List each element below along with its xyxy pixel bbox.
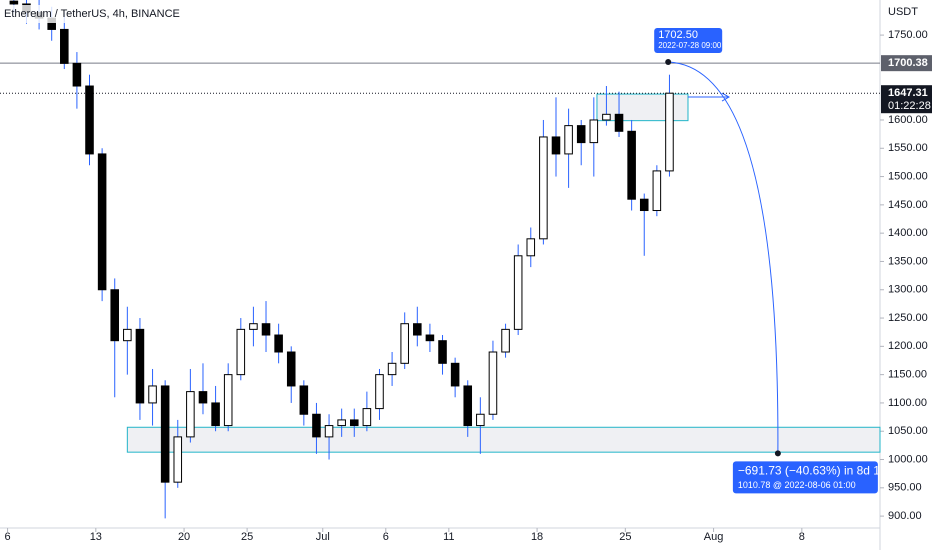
x-tick-label: 25: [619, 531, 631, 543]
candle-body: [249, 323, 258, 330]
candle-body: [337, 419, 346, 427]
projection-change: −691.73 (−40.63%) in 8d 16h: [738, 464, 893, 478]
y-tick-label: 1150.00: [888, 369, 927, 381]
projection-end: [774, 450, 781, 457]
candle-body: [299, 385, 309, 415]
candle-body: [539, 136, 548, 240]
candle-body: [173, 436, 183, 483]
x-tick-label: 6: [383, 531, 389, 543]
candle-body: [387, 362, 397, 376]
candle-body: [375, 374, 384, 410]
y-tick-label: 1500.00: [888, 170, 928, 182]
candle-body: [652, 170, 662, 212]
projection-start-price: 1702.50: [658, 29, 698, 41]
y-tick-label: 1400.00: [888, 227, 928, 239]
y-tick-label: 1350.00: [888, 255, 928, 267]
candle-body: [602, 113, 611, 121]
projection-start-box: [654, 27, 723, 53]
candle-body: [72, 62, 82, 87]
countdown: 01:22:28: [888, 100, 931, 112]
candle-body: [400, 323, 409, 364]
candle-body: [148, 385, 157, 404]
y-tick-label: 1550.00: [888, 142, 928, 154]
candle-body: [564, 125, 573, 155]
candle-body: [274, 334, 283, 353]
y-tick-label: 1050.00: [888, 425, 928, 437]
candle-body: [614, 113, 624, 132]
candle-body: [261, 323, 271, 336]
candle-body: [589, 119, 599, 144]
candle-body: [186, 391, 195, 438]
x-tick-label: Aug: [704, 531, 724, 543]
candle-body: [198, 391, 208, 404]
candle-body: [97, 153, 107, 291]
candle-body: [501, 328, 510, 353]
candle-body: [160, 385, 170, 483]
y-tick-label: 1750.00: [888, 29, 928, 41]
candle-body: [286, 351, 296, 387]
candle-body: [135, 328, 145, 404]
candle-body: [324, 425, 334, 438]
projection-detail: 1010.78 @ 2022-08-06 01:00: [738, 480, 856, 490]
candle-body: [488, 351, 498, 415]
x-tick-label: 18: [531, 531, 543, 543]
x-tick-label: 25: [241, 531, 253, 543]
last-price-label-bg: [881, 85, 932, 114]
candle-body: [60, 28, 69, 64]
candle-body: [349, 419, 359, 427]
x-tick-label: 11: [443, 531, 454, 543]
x-tick-label: 6: [5, 531, 11, 543]
y-tick-label: 900.00: [888, 510, 922, 522]
y-tick-label: 950.00: [888, 482, 922, 494]
candle-body: [665, 92, 674, 172]
candle-body: [526, 238, 536, 257]
candle-body: [450, 362, 460, 387]
candle-body: [413, 323, 422, 336]
x-tick-label: 8: [799, 531, 805, 543]
x-tick-label: 20: [178, 531, 190, 543]
candle-body: [236, 328, 246, 376]
projection-start-date: 2022-07-28 09:00: [658, 41, 722, 50]
zone-arrow-head: [721, 92, 730, 102]
y-tick-label: 1000.00: [888, 453, 928, 465]
candle-body: [463, 385, 473, 427]
candle-body: [639, 198, 649, 212]
projection-curve: [668, 61, 779, 454]
candle-body: [312, 413, 321, 438]
candle-body: [513, 255, 523, 330]
candle-body: [438, 340, 447, 364]
candle-body: [576, 125, 586, 144]
currency-label: USDT: [888, 6, 918, 18]
projection-end-box: [732, 461, 878, 494]
y-tick-label: 1300.00: [888, 284, 928, 296]
y-tick-label: 1200.00: [888, 340, 928, 352]
candle-body: [627, 130, 636, 200]
candle-body: [476, 413, 485, 427]
candle-body: [425, 334, 435, 342]
title-bg: [0, 5, 170, 23]
candle-body: [9, 0, 19, 5]
chart-title: Ethereum / TetherUS, 4h, BINANCE: [4, 8, 180, 20]
last-price-label: 1647.31: [888, 87, 928, 99]
candle-body: [110, 289, 120, 342]
candle-body: [123, 328, 132, 342]
price-line-label-bg: [881, 55, 932, 72]
y-tick-label: 1600.00: [888, 114, 928, 126]
candle-body: [551, 136, 561, 155]
y-tick-label: 1450.00: [888, 199, 928, 211]
price-line-label: 1700.38: [888, 57, 928, 69]
y-tick-label: 1100.00: [888, 397, 927, 409]
x-tick-label: 13: [90, 531, 102, 543]
x-tick-label: Jul: [316, 531, 330, 543]
zone: [126, 426, 881, 453]
candle-body: [362, 408, 372, 427]
projection-start: [665, 58, 672, 65]
candle-body: [85, 85, 94, 155]
candle-body: [223, 374, 233, 427]
y-tick-label: 1250.00: [888, 312, 928, 324]
candle-body: [211, 402, 220, 427]
